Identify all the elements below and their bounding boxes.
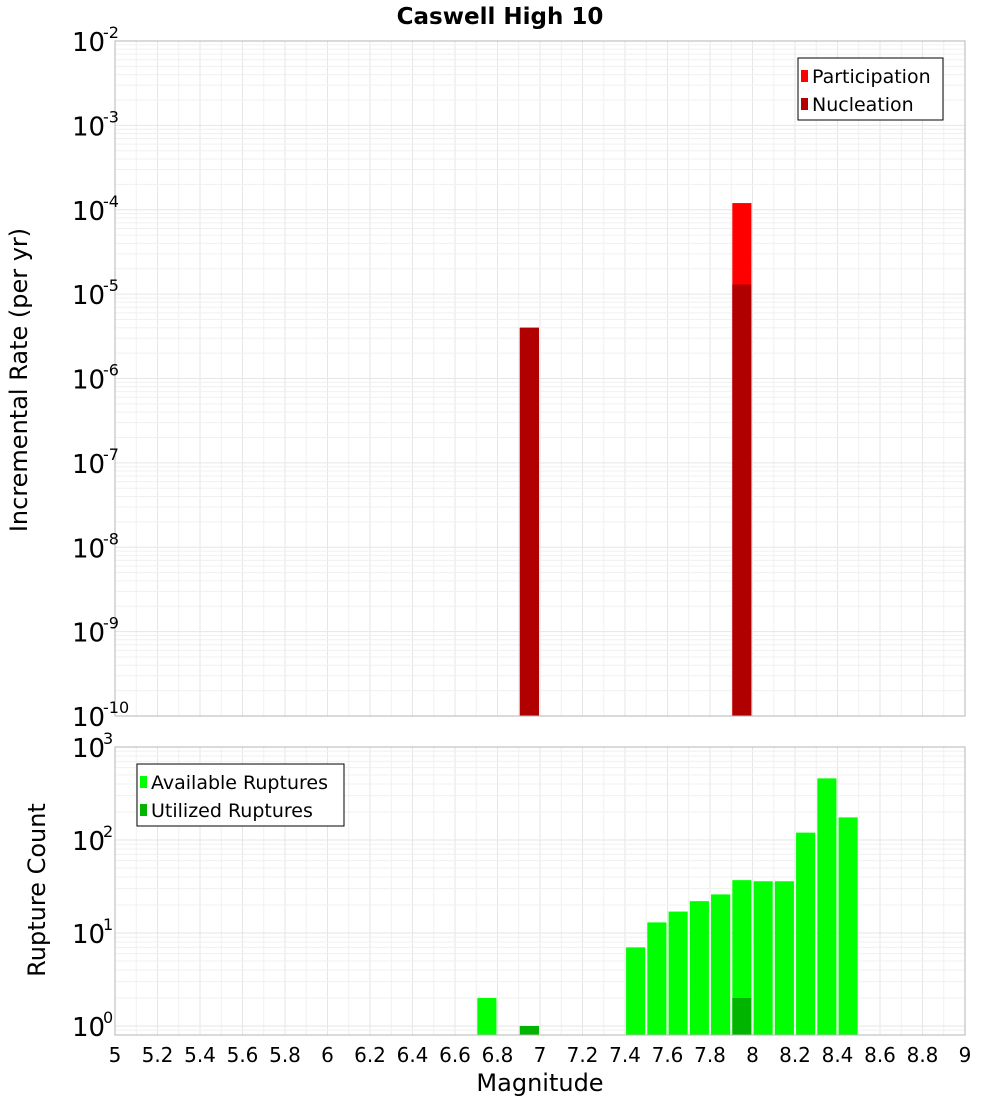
top-y-tick-label: 10 [72,366,105,396]
bottom-legend-label: Available Ruptures [151,772,328,794]
x-tick-label: 5.4 [184,1043,216,1067]
x-tick-label: 7.8 [694,1043,726,1067]
x-tick-label: 8.4 [822,1043,854,1067]
bottom-legend-label: Utilized Ruptures [151,800,313,822]
top-y-tick-label: 10 [72,703,105,733]
top-y-tick-label: 10 [72,197,105,227]
bottom-bar-available-ruptures [647,922,667,1035]
top-legend-swatch [801,70,808,82]
top-legend-label: Nucleation [812,94,914,116]
bottom-bar-available-ruptures [477,997,497,1035]
bottom-bar-available-ruptures [838,817,858,1035]
x-tick-label: 7.6 [652,1043,684,1067]
top-legend-swatch [801,98,808,110]
x-tick-label: 6.8 [482,1043,514,1067]
x-tick-label: 8.6 [864,1043,896,1067]
x-tick-label: 8.8 [907,1043,939,1067]
x-tick-label: 5.6 [227,1043,259,1067]
bottom-bar-available-ruptures [774,881,794,1035]
top-y-tick-exponent: -3 [103,107,119,126]
top-bar-nucleation [519,327,539,716]
bottom-y-tick-exponent: 3 [103,729,113,748]
top-y-tick-label: 10 [72,28,105,58]
bottom-bar-available-ruptures [753,881,773,1035]
top-plot: 10-1010-910-810-710-610-510-410-310-2Par… [72,23,966,733]
bottom-bar-available-ruptures [711,894,731,1035]
bottom-y-tick-exponent: 2 [103,822,113,841]
x-tick-label: 8.2 [779,1043,811,1067]
bottom-legend-swatch [140,804,147,816]
bottom-y-tick-label: 10 [72,734,105,764]
top-y-tick-label: 10 [72,450,105,480]
bottom-legend-box [136,763,345,827]
x-tick-label: 5.8 [269,1043,301,1067]
x-tick-label: 7 [534,1043,547,1067]
bottom-y-tick-label: 10 [72,920,105,950]
top-y-tick-label: 10 [72,281,105,311]
x-tick-label: 5.2 [142,1043,174,1067]
x-axis-title: Magnitude [476,1069,603,1097]
top-y-tick-exponent: -2 [103,23,119,42]
x-tick-label: 5 [109,1043,122,1067]
bottom-y-axis-title: Rupture Count [23,803,51,977]
top-y-axis-title: Incremental Rate (per yr) [5,228,33,532]
top-legend-label: Participation [812,66,931,88]
bottom-bar-utilized-ruptures [732,997,752,1035]
bottom-legend-swatch [140,776,147,788]
bottom-bar-available-ruptures [689,901,709,1035]
x-tick-label: 8 [746,1043,759,1067]
x-tick-label: 6 [321,1043,334,1067]
top-bar-nucleation [732,284,752,716]
top-y-tick-exponent: -5 [103,276,119,295]
top-y-tick-label: 10 [72,534,105,564]
bottom-y-tick-exponent: 1 [103,915,113,934]
top-plot-frame [114,40,966,717]
chart-title: Caswell High 10 [397,4,604,30]
x-tick-label: 7.2 [567,1043,599,1067]
bottom-bar-available-ruptures [668,911,688,1035]
top-y-tick-exponent: -6 [103,361,119,380]
top-y-tick-exponent: -4 [103,192,119,211]
bottom-bar-available-ruptures [817,778,837,1035]
x-tick-label: 9 [959,1043,972,1067]
bottom-bar-utilized-ruptures [519,1025,539,1035]
x-tick-label: 7.4 [609,1043,641,1067]
top-y-tick-exponent: -10 [103,698,129,717]
bottom-y-tick-label: 10 [72,827,105,857]
top-y-tick-exponent: -8 [103,529,119,548]
top-y-tick-exponent: -7 [103,445,119,464]
top-y-tick-label: 10 [72,619,105,649]
bottom-bar-available-ruptures [732,880,752,1035]
bottom-y-tick-exponent: 0 [103,1008,113,1027]
bottom-bar-available-ruptures [626,947,646,1035]
bottom-y-tick-label: 10 [72,1013,105,1043]
top-legend-box [797,57,944,121]
bottom-plot-frame [114,746,966,1036]
top-y-tick-exponent: -9 [103,614,119,633]
top-y-tick-label: 10 [72,112,105,142]
bottom-bar-available-ruptures [796,832,816,1035]
x-tick-label: 6.6 [439,1043,471,1067]
x-tick-label: 6.4 [397,1043,429,1067]
x-tick-label: 6.2 [354,1043,386,1067]
